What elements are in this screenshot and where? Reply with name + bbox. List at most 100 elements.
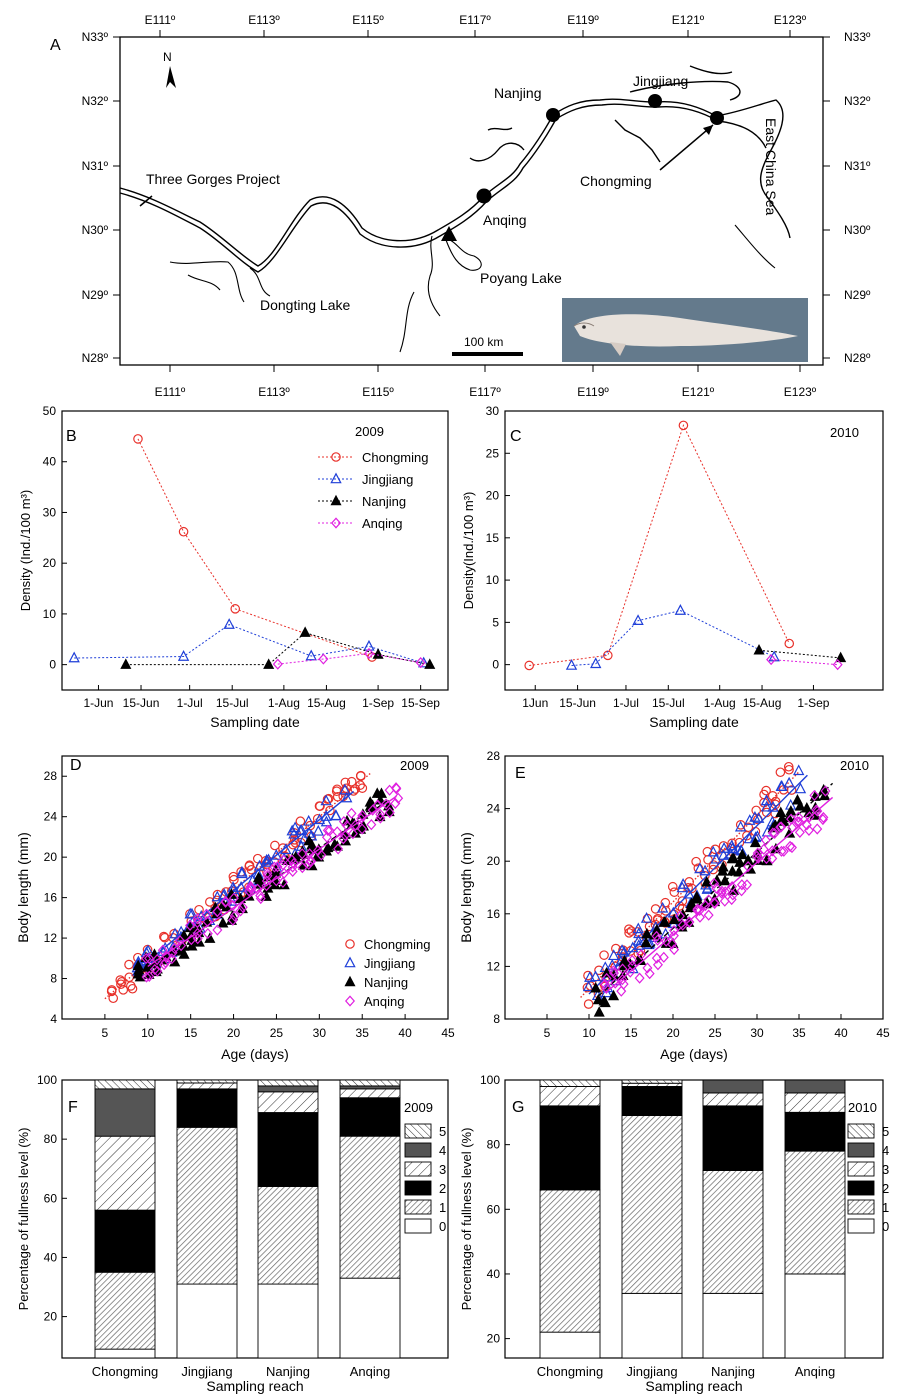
data-point-nanjing <box>618 954 631 966</box>
data-point-jingjiang <box>768 650 780 662</box>
data-point-anqing <box>375 808 386 820</box>
data-point-anqing <box>601 972 612 985</box>
left-lat-label: N32º <box>82 94 109 108</box>
bar-segment-level-3 <box>621 1082 683 1087</box>
legend-label: 1 <box>882 1200 889 1215</box>
data-point-anqing <box>720 886 731 898</box>
bar-segment-level-3 <box>176 1082 238 1090</box>
x-axis-label: Age (days) <box>660 1046 728 1062</box>
data-point-chongming <box>775 767 786 778</box>
legend-swatch <box>404 1142 432 1158</box>
data-point-anqing <box>634 972 645 984</box>
bar-segment-level-2 <box>621 1086 683 1117</box>
data-point-anqing <box>786 841 797 854</box>
label-three-gorges: Three Gorges Project <box>146 171 280 187</box>
data-point-anqing <box>185 919 196 931</box>
data-point-jingjiang <box>632 614 644 625</box>
y-tick-label: 40 <box>44 1250 58 1264</box>
bar-segment-level-2 <box>784 1111 846 1152</box>
legend-marker <box>331 452 341 462</box>
bar-segment-level-2 <box>176 1088 238 1128</box>
data-point-anqing <box>363 647 374 660</box>
x-category-label: Anqing <box>795 1364 835 1379</box>
panel-a-map: A E111º E113º E115º E117º E119º E121º E123ºE11… <box>50 13 871 399</box>
bar-segment-level-2 <box>539 1105 601 1191</box>
x-tick-label: 1-Aug <box>268 696 300 710</box>
fish-photo <box>562 298 808 362</box>
right-lat-label: N30º <box>844 223 871 237</box>
y-tick-label: 100 <box>37 1073 57 1087</box>
data-point-nanjing <box>593 1006 605 1017</box>
data-point-jingjiang <box>177 650 190 661</box>
data-point-anqing <box>709 877 720 889</box>
data-point-jingjiang <box>320 815 333 827</box>
data-point-anqing <box>235 905 246 917</box>
y-tick-label: 20 <box>44 1310 58 1324</box>
x-tick-label: 1-Jul <box>613 696 639 710</box>
data-point-anqing <box>297 848 308 860</box>
data-point-nanjing <box>775 815 787 826</box>
y-tick-label: 20 <box>487 854 501 868</box>
y-axis-label: Percentage of fullness level (%) <box>16 1128 31 1311</box>
data-point-nanjing <box>590 981 602 993</box>
bar-segment-level-3 <box>702 1092 764 1107</box>
bar-segment-level-0 <box>702 1292 764 1359</box>
bar-segment-level-0 <box>94 1348 156 1359</box>
y-tick-label: 0 <box>49 658 56 672</box>
top-lon-label: E113º <box>248 13 280 27</box>
data-point-nanjing <box>835 651 847 663</box>
data-point-anqing <box>277 876 288 889</box>
data-point-jingjiang <box>616 944 628 955</box>
data-point-anqing <box>192 917 203 929</box>
data-point-nanjing <box>372 648 384 659</box>
y-tick-label: 100 <box>480 1073 500 1087</box>
x-tick-label: 1-Sep <box>362 696 394 710</box>
data-point-anqing <box>617 974 628 986</box>
data-point-anqing <box>338 833 349 845</box>
left-lat-label: N28º <box>82 351 109 365</box>
y-axis-label: Density (Ind./100 m³) <box>18 490 33 611</box>
legend-label: Chongming <box>364 937 431 952</box>
year-label: 2010 <box>848 1100 877 1115</box>
y-tick-label: 24 <box>44 810 58 824</box>
data-point-anqing <box>318 653 329 665</box>
y-tick-label: 30 <box>43 505 57 519</box>
data-point-anqing <box>166 953 177 965</box>
y-tick-label: 8 <box>50 972 57 986</box>
data-point-jingjiang <box>783 776 795 788</box>
y-tick-label: 28 <box>487 749 501 763</box>
fit-line-nanjing <box>596 782 834 998</box>
data-point-anqing <box>159 959 170 971</box>
bottom-lon-label: E123º <box>784 385 817 399</box>
data-point-nanjing <box>728 852 740 864</box>
data-point-nanjing <box>601 966 613 978</box>
label-dongting-lake: Dongting Lake <box>260 297 351 313</box>
data-point-jingjiang <box>760 794 773 806</box>
data-point-anqing <box>286 854 297 866</box>
y-tick-label: 20 <box>486 489 500 503</box>
data-point-anqing <box>245 882 256 894</box>
year-label: 2009 <box>355 424 384 439</box>
data-point-nanjing <box>775 806 787 817</box>
bar-segment-level-2 <box>94 1209 156 1273</box>
data-point-jingjiang <box>298 832 310 844</box>
data-point-anqing <box>736 879 747 891</box>
data-point-jingjiang <box>701 883 713 894</box>
data-point-anqing <box>152 965 163 977</box>
bottom-lon-label: E115º <box>362 385 394 399</box>
left-lat-label: N31º <box>82 159 109 173</box>
data-point-anqing <box>767 827 778 839</box>
data-point-nanjing <box>424 658 436 669</box>
left-lat-label: N29º <box>82 288 109 302</box>
x-tick-label: 25 <box>708 1026 722 1040</box>
dongting-lake <box>169 261 271 303</box>
legend-swatch <box>404 1161 432 1177</box>
bar-segment-level-3 <box>257 1091 319 1113</box>
y-tick-label: 30 <box>486 404 500 418</box>
data-point-anqing <box>674 910 685 922</box>
data-point-jingjiang <box>753 812 765 823</box>
data-point-nanjing <box>753 643 765 655</box>
x-tick-label: 10 <box>141 1026 155 1040</box>
